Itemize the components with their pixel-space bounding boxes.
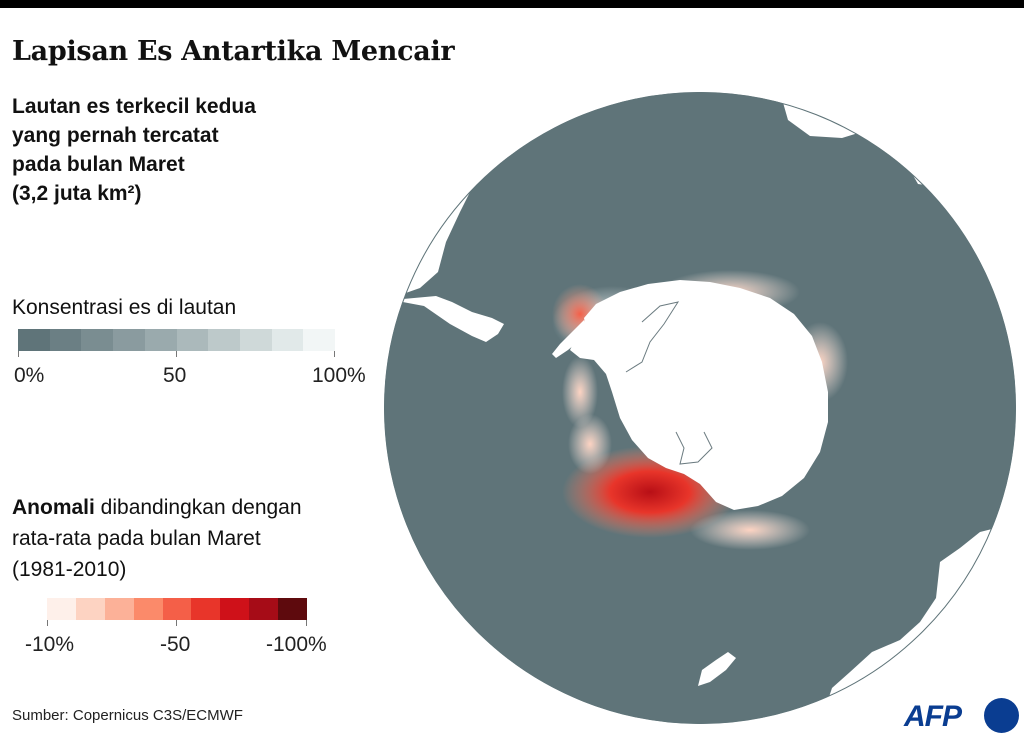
scale-swatch [220, 598, 250, 620]
subtitle: Lautan es terkecil kedua yang pernah ter… [12, 92, 342, 208]
scale-swatch [18, 329, 50, 351]
subtitle-line: Lautan es terkecil kedua [12, 95, 256, 118]
anomaly-title-line: (1981-2010) [12, 558, 127, 581]
anomaly-patch [690, 510, 810, 550]
scale-swatch [133, 598, 163, 620]
scale-swatch [144, 329, 177, 351]
scale-tick [47, 620, 48, 626]
scale-swatch [191, 598, 221, 620]
page-title: Lapisan Es Antartika Mencair [12, 36, 455, 67]
scale-swatch [303, 329, 336, 351]
anomaly-patch [568, 414, 612, 474]
anomaly-tick-label: -50 [160, 633, 191, 656]
top-bar [0, 0, 1024, 8]
concentration-color-scale [18, 329, 336, 351]
scale-swatch [81, 329, 114, 351]
antarctica-map [384, 92, 1016, 724]
scale-swatch [249, 598, 279, 620]
scale-swatch [162, 598, 192, 620]
anomaly-tick-label: -100% [266, 633, 327, 656]
subtitle-line: pada bulan Maret [12, 153, 185, 176]
new-zealand-island [698, 652, 736, 686]
scale-swatch [75, 598, 105, 620]
scale-tick [18, 351, 19, 357]
antarctic-peninsula [552, 320, 590, 358]
source-credit: Sumber: Copernicus C3S/ECMWF [12, 707, 243, 724]
scale-swatch [49, 329, 82, 351]
anomaly-tick-label: -10% [25, 633, 75, 656]
afp-logo: AFP [904, 698, 1019, 736]
anomaly-title-bold: Anomali [12, 496, 95, 519]
afp-logo-text: AFP [904, 700, 962, 733]
anomaly-legend-title: Anomali dibandingkan dengan rata-rata pa… [12, 492, 342, 585]
antarctica-land [570, 280, 828, 510]
concentration-legend-title: Konsentrasi es di lautan [12, 296, 237, 319]
scale-swatch [176, 329, 209, 351]
scale-tick [334, 351, 335, 357]
concentration-tick-label: 0% [14, 364, 45, 387]
subtitle-line: yang pernah tercatat [12, 124, 219, 147]
globe-outline [384, 92, 1016, 724]
scale-swatch [104, 598, 134, 620]
scale-swatch [239, 329, 272, 351]
scale-tick [306, 620, 307, 626]
scale-swatch [113, 329, 145, 351]
anomaly-title-line: rata-rata pada bulan Maret [12, 527, 261, 550]
scale-tick [176, 620, 177, 626]
ice-shelf-contour [625, 301, 680, 373]
scale-swatch [278, 598, 308, 620]
scale-tick [176, 351, 177, 357]
concentration-tick-label: 100% [312, 364, 366, 387]
scale-swatch [271, 329, 304, 351]
scale-swatch [47, 598, 76, 620]
ice-shelf-contour [675, 431, 713, 465]
concentration-tick-label: 50 [163, 364, 187, 387]
anomaly-patch [562, 356, 598, 428]
anomaly-title-rest: dibandingkan dengan [94, 496, 302, 519]
south-america-tip [392, 296, 504, 342]
afp-logo-dot [984, 698, 1019, 733]
scale-swatch [208, 329, 240, 351]
subtitle-line: (3,2 juta km²) [12, 182, 142, 205]
anomaly-color-scale [47, 598, 308, 620]
